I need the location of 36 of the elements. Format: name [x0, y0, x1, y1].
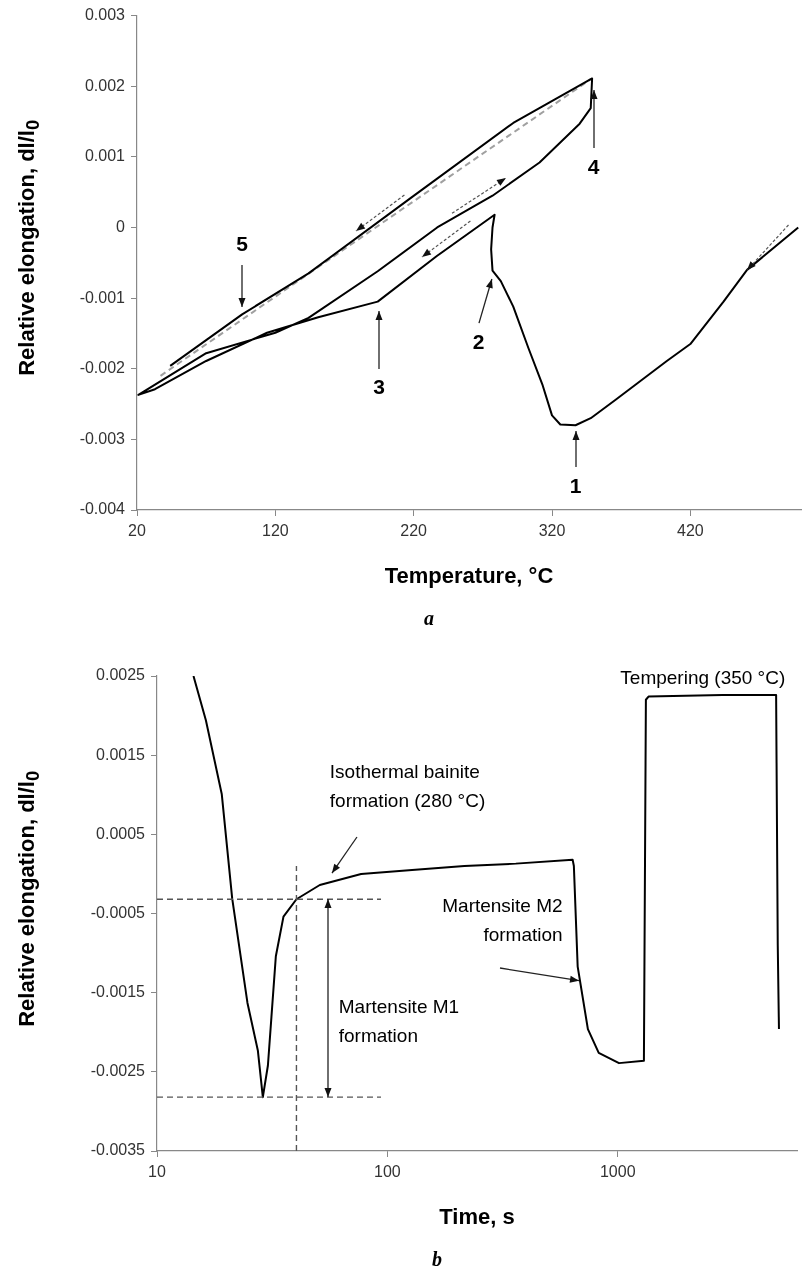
- y-tick-label: 0.0005: [96, 824, 146, 842]
- annotation: Martensite M2 formation: [442, 895, 563, 946]
- x-axis-title: Temperature, °C: [384, 562, 554, 588]
- y-tick-label: -0.004: [79, 500, 126, 518]
- y-tick-label: -0.002: [79, 359, 126, 377]
- annotation: Isothermal bainite formation (280 °C): [329, 761, 486, 812]
- annotation: Tempering (350 °C): [620, 667, 786, 689]
- text: b: [432, 1248, 442, 1271]
- y-tick-label: -0.0035: [90, 1141, 146, 1159]
- y-tick-label: -0.003: [79, 429, 126, 447]
- annotation: 3: [373, 375, 385, 399]
- annotation: 2: [472, 330, 485, 354]
- x-tick-label: 20: [128, 522, 146, 540]
- x-axis-title: Time, s: [439, 1203, 515, 1229]
- y-tick-label: 0.002: [84, 76, 126, 94]
- x-tick-label: 320: [538, 522, 566, 540]
- x-tick-label: 100: [374, 1163, 401, 1181]
- y-tick-label: 0.0025: [96, 666, 146, 684]
- annotation: 1: [569, 474, 582, 498]
- x-tick-label: 220: [400, 522, 428, 540]
- y-tick-label: 0: [116, 217, 126, 235]
- y-tick-label: 0.001: [84, 147, 126, 165]
- annotation: 4: [587, 155, 600, 179]
- text: a: [424, 607, 434, 630]
- y-tick-label: 0.003: [84, 6, 126, 24]
- y-tick-label: -0.0005: [90, 903, 146, 921]
- y-tick-label: -0.0015: [90, 983, 146, 1001]
- annotation: 5: [236, 231, 249, 255]
- x-tick-label: 10: [148, 1163, 166, 1181]
- y-tick-label: -0.001: [79, 288, 126, 306]
- annotation: Martensite M1 formation: [338, 996, 460, 1047]
- x-tick-label: 120: [261, 522, 289, 540]
- y-tick-label: -0.0025: [90, 1062, 146, 1080]
- y-tick-label: 0.0015: [96, 745, 146, 763]
- x-tick-label: 420: [676, 522, 704, 540]
- x-tick-label: 1000: [599, 1163, 636, 1181]
